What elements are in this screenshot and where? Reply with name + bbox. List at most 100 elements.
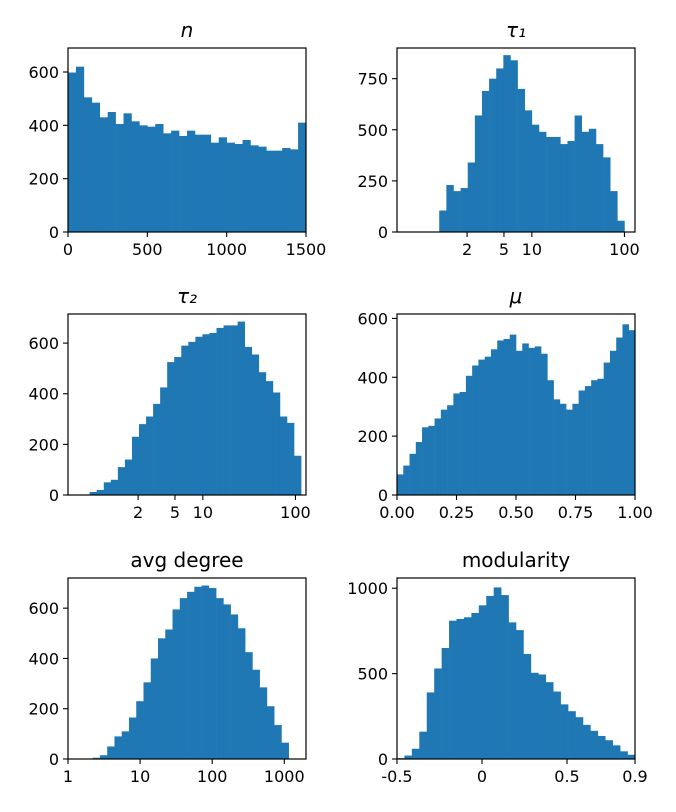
bar: [202, 134, 212, 232]
bar: [103, 482, 112, 495]
panel-tau1: 2 5 10 100 0 250 500 750 τ₁: [357, 18, 639, 259]
bar: [572, 403, 579, 495]
bar: [426, 692, 435, 759]
bar: [258, 372, 267, 495]
bar: [216, 327, 224, 495]
x-tick-label: 0.50: [498, 503, 534, 522]
bar: [453, 191, 461, 232]
bar: [91, 102, 101, 232]
bar: [545, 682, 554, 759]
bar: [397, 474, 404, 495]
x-tick-label: 100: [280, 503, 311, 522]
bar: [484, 356, 492, 495]
bar: [147, 126, 156, 232]
x-tick-label: 1000: [264, 767, 305, 786]
bar: [172, 609, 181, 759]
bar: [516, 350, 523, 495]
bar: [411, 748, 420, 759]
bar: [609, 350, 617, 495]
bar: [251, 354, 260, 495]
bar: [474, 115, 483, 232]
x-tick-label: 2: [462, 240, 472, 259]
bar: [294, 455, 302, 495]
bar: [446, 184, 454, 232]
bar: [202, 334, 210, 495]
bar: [163, 133, 172, 232]
bar: [605, 740, 613, 759]
x-tick-label: 100: [197, 767, 228, 786]
x-tick-label: 0.75: [558, 503, 594, 522]
bar: [279, 416, 288, 495]
bar: [201, 585, 210, 759]
bar: [286, 422, 295, 495]
bar: [578, 390, 586, 495]
bar: [99, 117, 108, 232]
bar: [531, 124, 540, 232]
bar: [403, 465, 410, 495]
bar: [508, 622, 517, 759]
y-tick-label: 400: [28, 385, 59, 404]
bar: [581, 131, 590, 232]
bar: [150, 658, 159, 759]
bar: [274, 150, 283, 232]
bar: [567, 141, 575, 232]
bar: [114, 736, 123, 760]
bar: [422, 427, 429, 495]
bar: [107, 112, 116, 232]
chart-title: τ₁: [506, 18, 526, 42]
bar: [237, 321, 245, 495]
bar: [541, 353, 548, 495]
bar: [75, 66, 85, 232]
bar: [465, 375, 473, 495]
bar: [230, 325, 238, 495]
bar: [620, 751, 628, 759]
bar: [559, 403, 567, 495]
chart-title: n: [181, 18, 194, 42]
y-tick-label: 0: [49, 750, 59, 769]
bar: [181, 345, 189, 495]
axes-frame: [396, 47, 636, 233]
x-tick-label: 0: [63, 240, 73, 259]
x-tick-label: 10: [193, 503, 213, 522]
bar: [244, 346, 253, 495]
axes-frame: [67, 313, 307, 496]
bar: [115, 124, 124, 232]
bar: [472, 365, 479, 495]
y-tick-label: 500: [357, 121, 388, 140]
bar: [210, 142, 220, 232]
panel-mu: 0.00 0.25 0.50 0.75 1.00 0 200 400 600 μ: [357, 284, 652, 522]
bar: [478, 359, 485, 495]
bar: [234, 144, 243, 232]
bar: [493, 587, 502, 759]
bar: [92, 757, 101, 759]
bar: [272, 392, 281, 495]
bar: [575, 717, 584, 759]
bar: [139, 125, 148, 232]
bar: [617, 220, 625, 232]
bar: [155, 124, 164, 232]
y-tick-label: 0: [378, 486, 388, 505]
chart-title: modularity: [462, 548, 571, 572]
bar: [456, 618, 465, 759]
bar: [128, 717, 137, 759]
bar: [428, 425, 435, 495]
bar: [290, 149, 299, 232]
y-tick-label: 500: [357, 665, 388, 684]
bar: [627, 754, 636, 759]
x-tick-label: 0.5: [554, 767, 579, 786]
y-tick-label: 400: [28, 116, 59, 135]
bar: [121, 731, 130, 759]
y-tick-label: 200: [28, 170, 59, 189]
x-tick-label: 2: [133, 503, 143, 522]
bar: [298, 122, 307, 232]
bar: [546, 136, 554, 232]
bar: [628, 330, 636, 495]
bar: [517, 88, 526, 232]
bar: [131, 436, 140, 495]
bar: [597, 378, 604, 495]
y-tick-label: 600: [28, 599, 59, 618]
bar: [560, 144, 568, 232]
bar: [158, 638, 166, 759]
bar: [490, 349, 498, 495]
